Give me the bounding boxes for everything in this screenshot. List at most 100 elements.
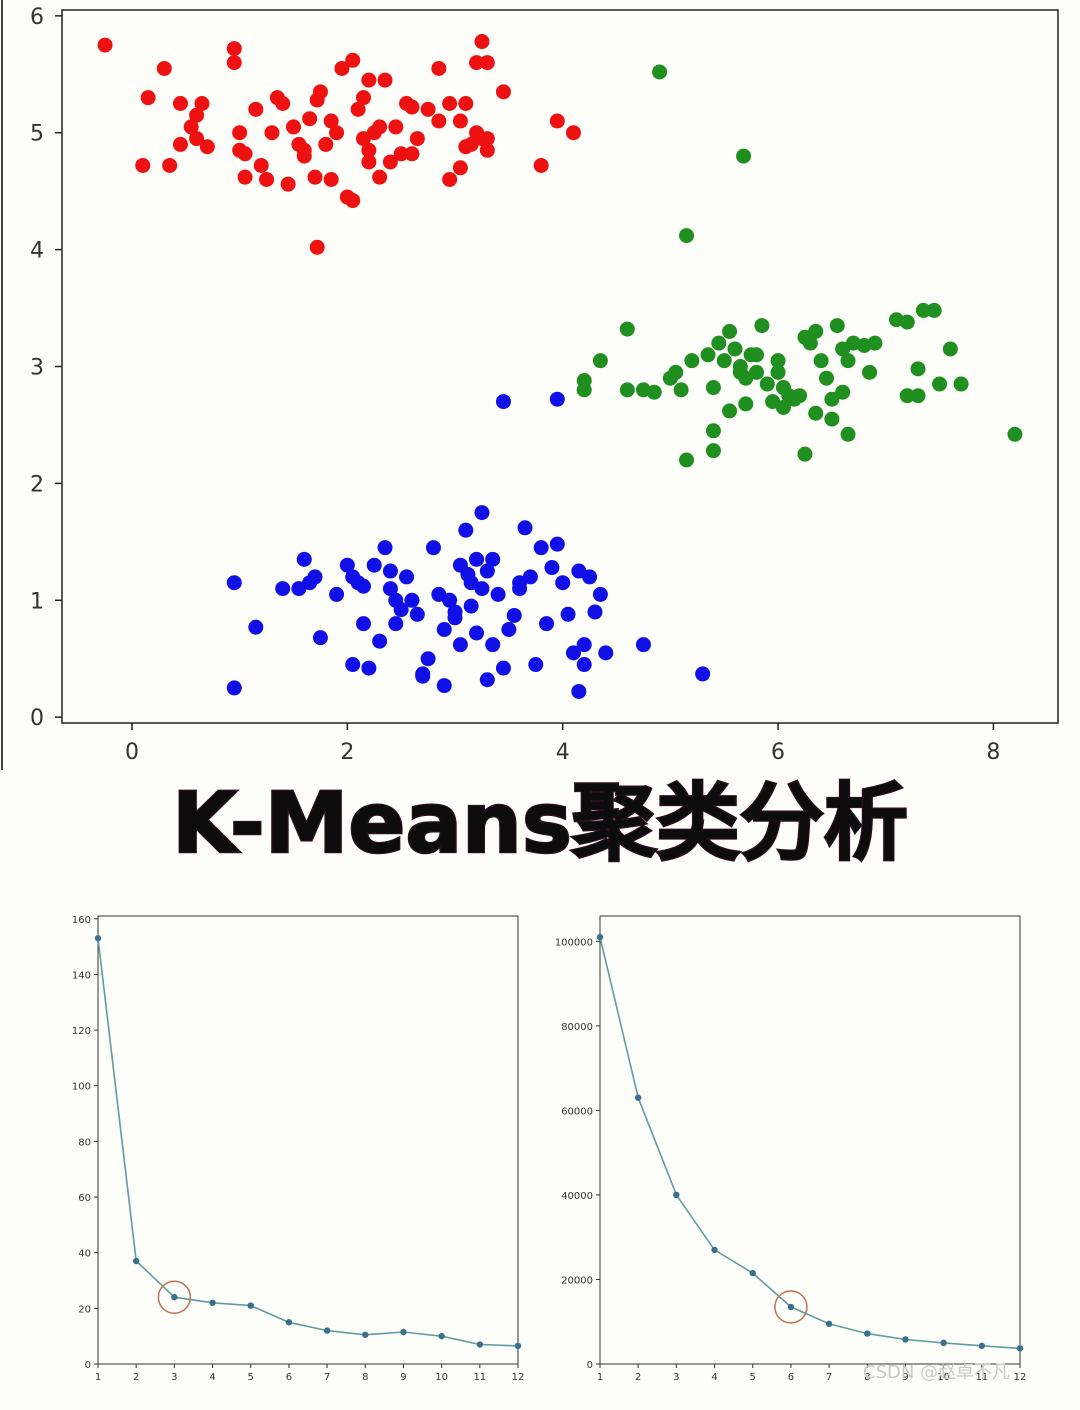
scatter-point-cluster-3 (474, 581, 490, 597)
scatter-point-cluster-1 (452, 160, 468, 176)
scatter-point-cluster-1 (479, 131, 495, 147)
elbow-left-xtick-label: 9 (400, 1372, 406, 1383)
scatter-point-cluster-3 (355, 616, 371, 632)
elbow-right-xtick-label: 10 (937, 1372, 950, 1383)
scatter-point-cluster-2 (824, 411, 840, 427)
scatter-axis-ticks: 0 2 4 6 8 0 1 2 3 4 5 6 (30, 5, 1000, 765)
scatter-point-cluster-1 (309, 239, 325, 255)
scatter-point-cluster-3 (372, 633, 388, 649)
elbow-left-elbow-highlight-circle (157, 1280, 192, 1314)
scatter-point-cluster-1 (442, 171, 458, 187)
scatter-point-cluster-2 (646, 384, 662, 400)
scatter-point-cluster-2 (716, 353, 732, 369)
scatter-point-cluster-3 (296, 551, 312, 567)
scatter-point-cluster-3 (528, 657, 544, 673)
scatter-point-cluster-1 (253, 157, 269, 173)
scatter-point-cluster-2 (700, 347, 716, 363)
scatter-point-cluster-1 (259, 171, 275, 187)
scatter-point-cluster-2 (738, 396, 754, 412)
elbow-right-point (634, 1094, 642, 1101)
elbow-right-ytick-label: 0 (587, 1360, 593, 1371)
scatter-xtick-label: 0 (125, 740, 139, 765)
elbow-left-point (209, 1299, 216, 1306)
elbow-right-plot-area (599, 915, 1021, 1365)
scatter-point-cluster-3 (463, 598, 479, 614)
scatter-point-cluster-2 (727, 341, 743, 357)
scatter-point-cluster-2 (797, 446, 813, 462)
scatter-point-cluster-2 (722, 323, 738, 339)
elbow-right-xtick-label: 4 (711, 1372, 717, 1383)
elbow-right-xtick-label: 7 (826, 1372, 832, 1383)
scatter-point-cluster-1 (345, 193, 361, 209)
scatter-point-cluster-1 (199, 139, 215, 155)
scatter-point-cluster-3 (361, 660, 377, 676)
scatter-point-cluster-1 (479, 142, 495, 158)
scatter-point-cluster-2 (840, 426, 856, 442)
scatter-point-cluster-2 (749, 347, 765, 363)
scatter-point-cluster-1 (248, 101, 264, 117)
elbow-left-ytick-label: 60 (78, 1193, 91, 1204)
scatter-point-cluster-3 (506, 607, 522, 623)
scatter-point-cluster-3 (582, 569, 598, 585)
elbow-left-point (132, 1257, 140, 1265)
elbow-right-xtick-label: 8 (864, 1372, 870, 1383)
scatter-point-cluster-3 (495, 394, 511, 410)
scatter-point-cluster-1 (565, 125, 581, 141)
scatter-point-cluster-3 (409, 606, 425, 622)
scatter-ytick-label: 2 (30, 472, 44, 497)
scatter-plot-area (61, 9, 1059, 724)
scatter-point-cluster-3 (576, 637, 592, 653)
elbow-right-point (978, 1342, 986, 1350)
scatter-xtick-label: 4 (556, 740, 570, 765)
scatter-point-cluster-2 (802, 335, 818, 351)
scatter-point-cluster-3 (571, 683, 587, 699)
elbow-left-xtick-label: 7 (324, 1372, 330, 1383)
scatter-point-cluster-3 (479, 563, 495, 579)
scatter-point-cluster-3 (436, 678, 452, 694)
scatter-point-cluster-1 (495, 84, 511, 100)
scatter-point-cluster-3 (576, 657, 592, 673)
elbow-left-point (171, 1294, 178, 1301)
elbow-right-series (596, 933, 1024, 1352)
scatter-point-cluster-2 (840, 353, 856, 369)
scatter-point-cluster-2 (824, 391, 840, 407)
scatter-point-cluster-2 (808, 323, 824, 339)
elbow-right-point (864, 1330, 871, 1337)
scatter-point-cluster-3 (544, 560, 560, 576)
scatter-point-cluster-1 (345, 52, 361, 68)
scatter-ytick-label: 3 (30, 356, 44, 381)
scatter-point-cluster-3 (469, 551, 485, 567)
scatter-point-cluster-3 (382, 563, 398, 579)
scatter-point-cluster-1 (404, 146, 420, 162)
scatter-point-cluster-3 (469, 625, 485, 641)
scatter-point-cluster-1 (156, 60, 172, 76)
scatter-point-cluster-3 (635, 637, 651, 653)
scatter-point-cluster-1 (183, 119, 199, 135)
scatter-point-cluster-2 (722, 403, 738, 419)
scatter-point-cluster-1 (97, 37, 113, 53)
scatter-point-cluster-3 (565, 645, 581, 661)
scatter-point-cluster-1 (469, 55, 485, 71)
scatter-point-cluster-2 (592, 353, 608, 369)
scatter-point-cluster-3 (226, 680, 242, 696)
scatter-point-cluster-2 (775, 399, 791, 415)
scatter-point-cluster-2 (673, 382, 689, 398)
scatter-point-cluster-1 (226, 41, 242, 57)
scatter-point-cluster-3 (226, 575, 242, 591)
elbow-right-xtick-label: 6 (788, 1372, 794, 1383)
scatter-point-cluster-2 (808, 405, 824, 421)
scatter-point-cluster-2 (792, 388, 808, 404)
elbow-right-point (825, 1320, 833, 1328)
scatter-point-cluster-3 (248, 619, 264, 635)
scatter-point-cluster-3 (517, 520, 533, 536)
elbow-right-point (749, 1269, 756, 1277)
scatter-chart: 0 2 4 6 8 0 1 2 3 4 5 6 (1, 0, 1059, 770)
scatter-point-cluster-3 (366, 557, 382, 573)
scatter-point-cluster-3 (587, 604, 603, 620)
scatter-point-cluster-2 (813, 353, 829, 369)
elbow-right-xtick-label: 1 (597, 1372, 603, 1383)
scatter-point-cluster-1 (323, 171, 339, 187)
title-banner: K-Means聚类分析 (171, 773, 909, 874)
scatter-point-cluster-1 (393, 146, 409, 162)
scatter-point-cluster-2 (953, 376, 969, 392)
